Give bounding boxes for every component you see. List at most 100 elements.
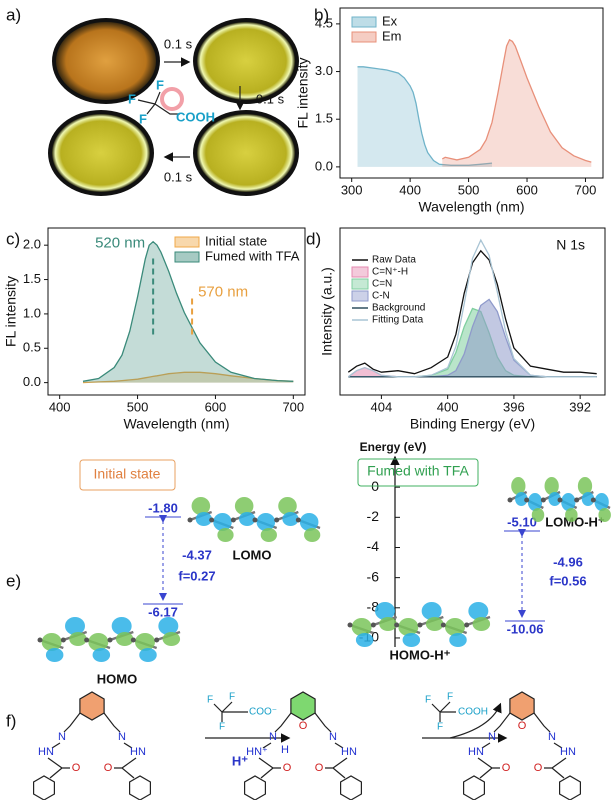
orbital-lobe xyxy=(355,633,374,647)
atom-ball xyxy=(540,497,546,503)
orbital-lobe xyxy=(278,497,297,515)
orbital xyxy=(187,497,321,542)
energy-label: -1.80 xyxy=(148,500,178,515)
atom: F xyxy=(156,77,164,92)
atom-ball xyxy=(590,497,596,503)
orbital-lobe xyxy=(527,493,543,511)
atom-label: O xyxy=(299,720,308,732)
energy-label: -10.06 xyxy=(507,621,544,636)
central-ring xyxy=(79,691,105,721)
atom-label: N xyxy=(329,731,337,743)
series-line xyxy=(441,38,592,163)
legend-label: Raw Data xyxy=(372,255,416,266)
panel-f: F F F COO⁻ H⁺ F F F COOH xyxy=(205,692,508,768)
atom-ball xyxy=(60,637,66,643)
orbital-lobe xyxy=(135,633,155,651)
dish xyxy=(56,22,156,100)
y-tick-label: -2 xyxy=(367,508,380,524)
group: COOH xyxy=(176,109,215,124)
orbital-lobe xyxy=(402,633,421,647)
atom-ball xyxy=(84,637,90,643)
x-tick-label: 600 xyxy=(205,399,227,414)
annotation: 570 nm xyxy=(198,284,248,301)
orbital-name: HOMO-H⁺ xyxy=(389,647,450,662)
atom-ball xyxy=(209,517,215,523)
y-axis-label: FL intensity xyxy=(295,57,311,128)
atom-label: HN xyxy=(341,746,357,758)
orbital-lobe xyxy=(234,497,254,515)
time-label: 0.1 s xyxy=(256,91,285,106)
orbital-lobe xyxy=(421,602,442,620)
panel-label: e) xyxy=(6,571,21,590)
orbital-lobe xyxy=(217,528,234,542)
bond xyxy=(314,712,348,779)
atom-label: O xyxy=(315,762,324,774)
atom-ball xyxy=(417,622,423,628)
atom-ball xyxy=(557,497,563,503)
orbital-lobe xyxy=(445,618,465,636)
orbital-lobe xyxy=(88,633,109,651)
orbital-lobe xyxy=(561,493,576,511)
orbital-lobe xyxy=(425,617,444,631)
bonds xyxy=(137,91,180,115)
atom-label: N xyxy=(58,731,66,743)
x-tick-label: 700 xyxy=(575,182,597,197)
orbital-lobe xyxy=(531,508,545,522)
orbital-lobe xyxy=(468,602,489,620)
atom-ball xyxy=(394,622,400,628)
highlight xyxy=(160,87,184,111)
atom: F xyxy=(128,91,136,106)
atom-ball xyxy=(440,622,446,628)
atom-label: O xyxy=(104,762,113,774)
energy-label: f=0.27 xyxy=(178,568,215,583)
legend-swatch xyxy=(351,266,369,278)
atom-label: N xyxy=(118,731,126,743)
panel-label: b) xyxy=(314,5,329,24)
x-axis-label: Binding Energy (eV) xyxy=(410,416,535,432)
legend-label: Background xyxy=(372,303,425,314)
legend-label: C=N xyxy=(372,279,392,290)
benzene xyxy=(244,775,266,800)
y-tick-label: 4.5 xyxy=(315,15,333,30)
atom-ball xyxy=(154,637,160,643)
atom-ball xyxy=(370,622,376,628)
area xyxy=(83,372,294,383)
energy-label: -4.96 xyxy=(553,554,583,569)
orbital-lobe xyxy=(304,528,321,542)
panel-label: c) xyxy=(6,229,20,248)
x-axis-label: Wavelength (nm) xyxy=(123,416,229,432)
orbital-lobe xyxy=(472,617,491,631)
series-line xyxy=(357,66,493,166)
orbital-lobe xyxy=(260,528,277,542)
bonds xyxy=(431,701,456,722)
orbital-lobe xyxy=(511,477,526,495)
x-tick-label: 400 xyxy=(49,399,71,414)
legend-swatch xyxy=(351,290,369,302)
condition: H⁺ xyxy=(232,753,248,768)
atom-label: HN xyxy=(468,746,484,758)
atom-ball xyxy=(507,497,513,503)
state-title: Fumed with TFA xyxy=(367,463,469,479)
time-label: 0.1 s xyxy=(164,169,193,184)
orbital-lobe xyxy=(544,477,559,495)
orbital-lobe xyxy=(379,617,397,631)
plot-frame xyxy=(339,7,604,179)
atom-label: HN xyxy=(560,746,576,758)
orbital-lobe xyxy=(111,617,132,635)
atom-label: N xyxy=(269,731,277,743)
orbital-lobe xyxy=(92,648,111,662)
orbital-lobe xyxy=(565,508,578,522)
energy-label: f=0.56 xyxy=(549,573,586,588)
legend-swatch xyxy=(351,31,377,43)
atom-ball xyxy=(130,637,136,643)
benzene xyxy=(129,775,151,800)
central-ring xyxy=(509,691,535,721)
x-tick-label: 600 xyxy=(516,182,538,197)
legend-swatch xyxy=(351,16,377,28)
benzene xyxy=(558,775,582,800)
y-tick-label: 0.5 xyxy=(23,340,41,355)
state-box xyxy=(79,459,176,491)
area xyxy=(357,66,492,167)
y-tick-label: 0.0 xyxy=(315,158,333,173)
